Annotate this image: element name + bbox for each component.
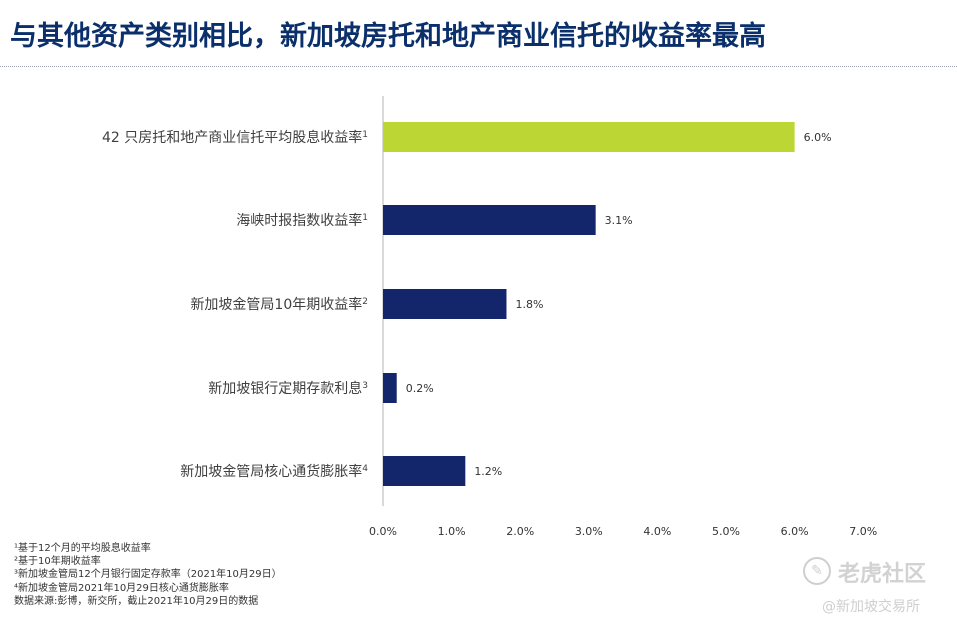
bar [383, 456, 466, 486]
footnote-marker: 3 [362, 381, 368, 391]
category-label: 新加坡金管局核心通货膨胀率4 [180, 463, 368, 480]
x-tick-label: 5.0% [712, 525, 740, 538]
footnote-3: ³新加坡金管局12个月银行固定存款率（2021年10月29日） [14, 569, 282, 581]
footnote-marker: 1 [362, 130, 368, 140]
category-label: 海峡时报指数收益率1 [236, 212, 368, 229]
x-tick-label: 4.0% [643, 525, 671, 538]
data-label: 1.8% [515, 298, 543, 311]
category-label-text: 新加坡金管局核心通货膨胀率 [180, 463, 362, 480]
bar [383, 289, 507, 319]
data-label: 3.1% [605, 214, 633, 227]
category-label-text: 新加坡金管局10年期收益率 [190, 296, 362, 313]
tiger-logo-icon: ✎ [803, 557, 831, 585]
footnote-marker: 1 [362, 213, 368, 223]
category-label: 新加坡金管局10年期收益率2 [190, 296, 368, 313]
footnote-marker: 2 [362, 297, 368, 307]
category-label: 新加坡银行定期存款利息3 [208, 380, 368, 397]
footnote-marker: 4 [362, 464, 368, 474]
chart-title: 与其他资产类别相比，新加坡房托和地产商业信托的收益率最高 [10, 21, 766, 52]
data-label: 0.2% [406, 382, 434, 395]
bar [383, 122, 795, 152]
footnote-2: ²基于10年期收益率 [14, 556, 101, 568]
x-tick-label: 3.0% [575, 525, 603, 538]
footnotes: ¹基于12个月的平均股息收益率 ²基于10年期收益率 ³新加坡金管局12个月银行… [14, 542, 282, 608]
x-tick-label: 7.0% [849, 525, 877, 538]
bar [383, 205, 596, 235]
x-tick-label: 0.0% [369, 525, 397, 538]
data-label: 1.2% [474, 465, 502, 478]
category-label-text: 新加坡银行定期存款利息 [208, 380, 362, 397]
x-tick-label: 2.0% [506, 525, 534, 538]
category-label-text: 海峡时报指数收益率 [236, 212, 362, 229]
title-divider [0, 66, 957, 67]
category-label-text: 42 只房托和地产商业信托平均股息收益率 [102, 129, 362, 146]
x-tick-label: 6.0% [781, 525, 809, 538]
footnote-1: ¹基于12个月的平均股息收益率 [14, 543, 151, 554]
footnote-4: ⁴新加坡金管局2021年10月29日核心通货膨胀率 [14, 582, 229, 594]
category-label: 42 只房托和地产商业信托平均股息收益率1 [102, 129, 368, 146]
bar [383, 373, 397, 403]
x-tick-label: 1.0% [438, 525, 466, 538]
watermark-brand: 老虎社区 [838, 562, 927, 587]
watermark-handle: @新加坡交易所 [822, 599, 920, 615]
bar-chart: 0.0% 1.0% 2.0% 3.0% 4.0% 5.0% 6.0% 7.0% 6.0% 42 只… [102, 96, 877, 538]
data-source-note: 数据来源:彭博，新交所，截止2021年10月29日的数据 [14, 595, 259, 607]
data-label: 6.0% [804, 131, 832, 144]
